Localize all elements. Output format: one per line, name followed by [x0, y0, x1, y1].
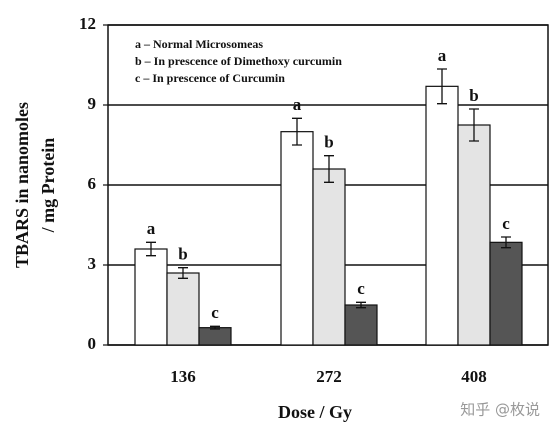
- legend-entry: c – In prescence of Curcumin: [135, 71, 285, 85]
- bar: [280, 131, 314, 346]
- error-bar: [469, 108, 479, 142]
- bar-letter: c: [502, 214, 510, 233]
- bar-letter: c: [211, 303, 219, 322]
- error-bar: [146, 241, 156, 257]
- x-tick-label: 408: [461, 367, 487, 386]
- error-bar: [356, 301, 366, 309]
- y-axis-label: TBARS in nanomoles: [12, 102, 32, 268]
- bar: [312, 168, 346, 346]
- bar-letter: b: [178, 245, 187, 264]
- bar: [457, 124, 491, 346]
- bar-letter: b: [324, 133, 333, 152]
- legend-entry: b – In prescence of Dimethoxy curcumin: [135, 54, 342, 68]
- bar: [198, 327, 232, 346]
- y-tick-label: 12: [79, 14, 96, 33]
- error-bar: [292, 117, 302, 146]
- bar: [134, 248, 168, 346]
- bar-letter: a: [438, 46, 447, 65]
- watermark: 知乎 @枚说: [460, 401, 540, 419]
- error-bar: [501, 236, 511, 249]
- legend-entry: a – Normal Microsomeas: [135, 37, 263, 51]
- error-bar: [437, 68, 447, 105]
- error-bar: [178, 267, 188, 279]
- bar: [166, 272, 200, 346]
- y-axis-label: / mg Protein: [38, 138, 58, 234]
- error-bar: [324, 155, 334, 183]
- bar: [425, 85, 459, 346]
- y-tick-label: 0: [88, 334, 97, 353]
- x-axis-label: Dose / Gy: [278, 402, 352, 422]
- error-bar: [210, 325, 220, 330]
- bar: [489, 241, 523, 346]
- bar-letter: c: [357, 279, 365, 298]
- y-tick-label: 6: [88, 174, 97, 193]
- y-tick-label: 3: [88, 254, 97, 273]
- y-tick-label: 9: [88, 94, 97, 113]
- x-tick-label: 272: [316, 367, 342, 386]
- bar: [344, 304, 378, 346]
- bar-letter: b: [469, 86, 478, 105]
- bar-letter: a: [147, 219, 156, 238]
- x-tick-label: 136: [170, 367, 196, 386]
- bar-letter: a: [293, 95, 302, 114]
